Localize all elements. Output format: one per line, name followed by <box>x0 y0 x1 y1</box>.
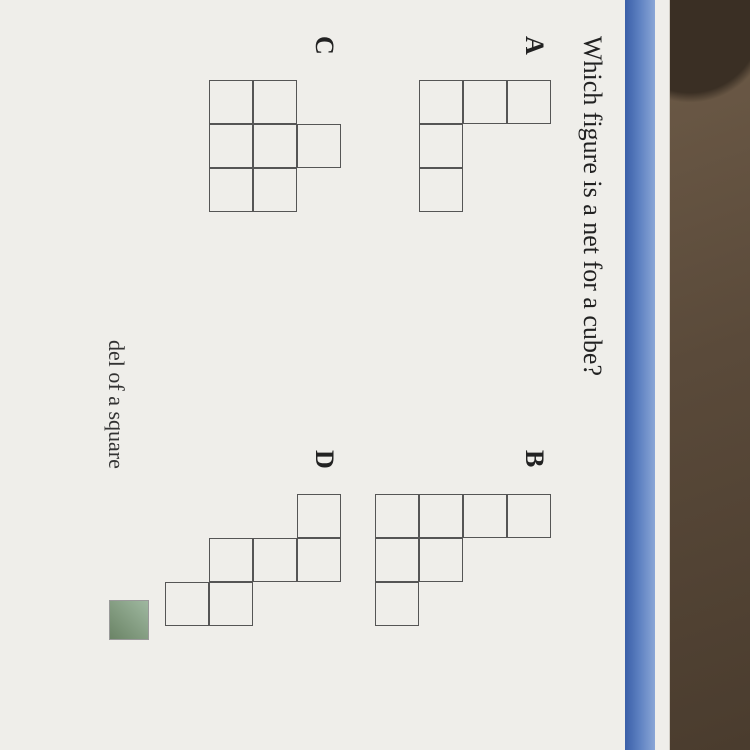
net-cell <box>253 80 297 124</box>
net-blank <box>463 582 507 626</box>
net-cell <box>419 538 463 582</box>
net-cell <box>209 538 253 582</box>
net-blank <box>463 124 507 168</box>
net-blank <box>463 168 507 212</box>
net-cell <box>507 494 551 538</box>
net-cell <box>209 80 253 124</box>
question-text: Which figure is a net for a cube? <box>577 36 607 376</box>
net-cell <box>165 582 209 626</box>
net-cell <box>419 494 463 538</box>
net-blank <box>507 168 551 212</box>
net-blank <box>419 582 463 626</box>
option-c-label: C <box>309 36 339 55</box>
footer-fragment: del of a square <box>103 340 129 469</box>
net-blank <box>253 494 297 538</box>
net-cell <box>253 168 297 212</box>
net-cell <box>375 582 419 626</box>
net-cell <box>297 538 341 582</box>
option-d-figure <box>165 494 341 626</box>
net-cell <box>463 80 507 124</box>
net-blank <box>297 168 341 212</box>
net-cell <box>297 494 341 538</box>
net-blank <box>165 494 209 538</box>
net-cell <box>419 80 463 124</box>
photo-scene: Which figure is a net for a cube? A B C … <box>0 0 750 750</box>
net-blank <box>253 582 297 626</box>
net-cell <box>209 582 253 626</box>
net-blank <box>297 80 341 124</box>
net-cell <box>253 124 297 168</box>
net-cell <box>375 494 419 538</box>
option-c-figure <box>209 80 341 212</box>
net-cell <box>419 124 463 168</box>
net-cell <box>209 124 253 168</box>
net-blank <box>209 494 253 538</box>
net-cell <box>209 168 253 212</box>
net-blank <box>507 582 551 626</box>
net-blank <box>297 582 341 626</box>
net-cell <box>297 124 341 168</box>
option-b-figure <box>375 494 551 626</box>
net-cell <box>253 538 297 582</box>
net-blank <box>507 538 551 582</box>
option-d-label: D <box>309 450 339 469</box>
header-band <box>625 0 655 750</box>
net-blank <box>463 538 507 582</box>
net-blank <box>165 538 209 582</box>
net-cell <box>463 494 507 538</box>
thumbnail-image <box>109 600 149 640</box>
option-b-label: B <box>519 450 549 467</box>
worksheet-page: Which figure is a net for a cube? A B C … <box>0 0 670 750</box>
option-a-figure <box>419 80 551 212</box>
net-cell <box>419 168 463 212</box>
net-cell <box>375 538 419 582</box>
net-cell <box>507 80 551 124</box>
net-blank <box>507 124 551 168</box>
option-a-label: A <box>519 36 549 55</box>
